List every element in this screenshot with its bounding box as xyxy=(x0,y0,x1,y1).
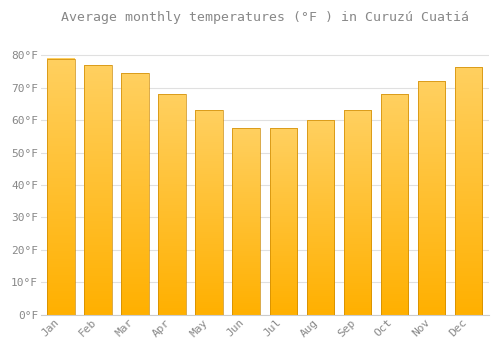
Bar xyxy=(158,94,186,315)
Bar xyxy=(48,58,75,315)
Bar xyxy=(454,67,482,315)
Bar xyxy=(306,120,334,315)
Title: Average monthly temperatures (°F ) in Curuzú Cuatiá: Average monthly temperatures (°F ) in Cu… xyxy=(61,11,469,24)
Bar xyxy=(344,111,371,315)
Bar xyxy=(232,128,260,315)
Bar xyxy=(196,111,223,315)
Bar xyxy=(84,65,112,315)
Bar xyxy=(380,94,408,315)
Bar xyxy=(418,81,446,315)
Bar xyxy=(270,128,297,315)
Bar xyxy=(122,73,149,315)
